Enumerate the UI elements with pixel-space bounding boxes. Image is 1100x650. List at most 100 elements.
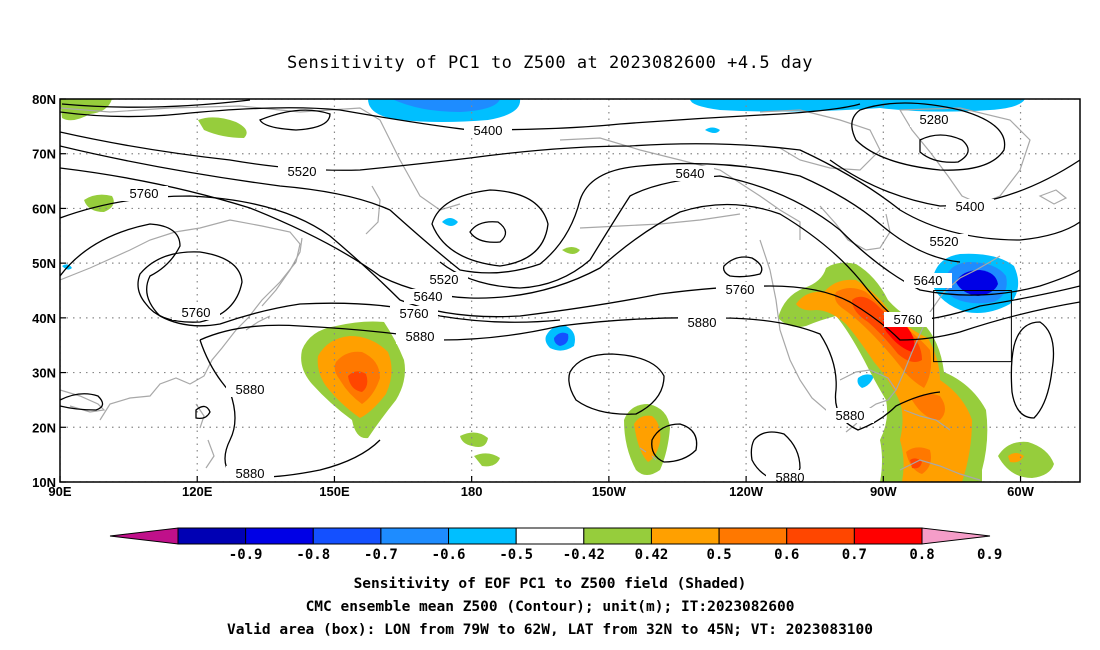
- colorbar-label: 0.8: [909, 547, 934, 563]
- coast-aleutians: [579, 213, 741, 229]
- contour-label: 5520: [930, 234, 959, 249]
- shade-positive-satl: [998, 441, 1054, 478]
- contour-5280-low: [851, 102, 1006, 171]
- colorbar-label: 0.42: [635, 547, 669, 563]
- figure-title: Sensitivity of PC1 to Z500 at 2023082600…: [287, 53, 813, 73]
- caption-line-1: Sensitivity of EOF PC1 to Z500 field (Sh…: [354, 576, 747, 592]
- coast-iceland: [1038, 189, 1068, 205]
- coast-na-west: [759, 239, 841, 419]
- contour-5280-inner: [919, 134, 969, 163]
- shade-negative-atlantic-core: [956, 270, 998, 296]
- coast-caribbean: [903, 409, 951, 431]
- colorbar-label: 0.5: [706, 547, 731, 563]
- contour-5880-d: [651, 423, 698, 463]
- y-tick-label: 30N: [32, 366, 56, 381]
- coast-japan: [245, 237, 303, 331]
- contour-5520-low: [431, 189, 549, 267]
- colorbar-label: -0.6: [432, 547, 466, 563]
- contour-label: 5880: [688, 315, 717, 330]
- shade-positive-carib-1: [912, 393, 945, 420]
- coast-alaska: [559, 137, 801, 240]
- contour-5760-a: [60, 195, 1080, 341]
- contour-5400-east: [829, 159, 1080, 207]
- contour-label: 5640: [676, 166, 705, 181]
- contour-label: 5760: [182, 305, 211, 320]
- caption-line-2: CMC ensemble mean Z500 (Contour); unit(m…: [306, 599, 795, 615]
- contour-5520-a: [60, 131, 1080, 241]
- y-tick-label: 40N: [32, 311, 56, 326]
- contour-label: 5760: [726, 282, 755, 297]
- shade-negative-pacific-1: [442, 218, 458, 226]
- contour-label: 5520: [430, 272, 459, 287]
- sensitivity-shading: [60, 99, 1054, 482]
- contour-label: 5640: [414, 289, 443, 304]
- map-frame: [59, 98, 1081, 483]
- colorbar-label: -0.42: [563, 547, 605, 563]
- colorbar-label: 0.6: [774, 547, 799, 563]
- coast-philippines: [195, 403, 215, 469]
- colorbar-swatch: [245, 527, 314, 545]
- contour-label: 5760: [400, 306, 429, 321]
- x-tick-label: 120W: [729, 484, 764, 499]
- contour-5640-a: [439, 175, 1080, 296]
- y-tick-label: 20N: [32, 420, 56, 435]
- colorbar-swatch: [312, 527, 382, 545]
- shade-negative-arctic-3: [705, 127, 720, 133]
- contour-label: 5760: [894, 312, 923, 327]
- x-tick-label: 90E: [48, 484, 71, 499]
- colorbar-max-triangle: [921, 527, 991, 545]
- colorbar-swatch: [448, 527, 517, 545]
- contour-label: 5520: [288, 164, 317, 179]
- contour-5880-h: [195, 405, 211, 420]
- contour-label: 5880: [236, 382, 265, 397]
- z500-contours: [60, 99, 1080, 482]
- colorbar-swatch: [650, 527, 720, 545]
- shade-positive-satl-core: [1008, 453, 1024, 463]
- shade-negative-arctic-1-core: [392, 99, 500, 112]
- y-tick-label: 70N: [32, 147, 56, 162]
- y-tick-label: 10N: [32, 475, 56, 490]
- colorbar-swatch: [515, 527, 585, 545]
- y-tick-label: 80N: [32, 92, 56, 107]
- contour-5760-b: [60, 223, 561, 327]
- x-tick-label: 90W: [870, 484, 897, 499]
- colorbar-swatch: [177, 527, 247, 545]
- contour-label: 5880: [776, 470, 805, 485]
- contour-label: 5400: [474, 123, 503, 138]
- y-tick-label: 50N: [32, 256, 56, 271]
- colorbar-label: -0.5: [499, 547, 533, 563]
- y-tick-label: 60N: [32, 201, 56, 216]
- contour-label: 5640: [914, 273, 943, 288]
- coast-kamchatka: [365, 185, 381, 235]
- colorbar: -0.9 -0.8 -0.7 -0.6 -0.5 -0.42 0.42 0.5 0.6 0.7 0.…: [109, 527, 1002, 563]
- caption-line-3: Valid area (box): LON from 79W to 62W, L…: [227, 622, 873, 638]
- coast-hawaii: [639, 447, 657, 461]
- contour-5880-c: [568, 353, 665, 415]
- contour-label: 5880: [836, 408, 865, 423]
- coast-na-east: [895, 255, 1001, 391]
- colorbar-label: -0.9: [229, 547, 263, 563]
- colorbar-label: -0.8: [296, 547, 330, 563]
- x-tick-label: 180: [461, 484, 483, 499]
- shade-positive-pacific-3: [474, 453, 500, 467]
- colorbar-swatch: [718, 527, 788, 545]
- contour-label: 5880: [236, 466, 265, 481]
- contour-5400-west: [61, 99, 331, 131]
- contour-5760-hi: [137, 251, 243, 323]
- x-tick-label: 120E: [182, 484, 213, 499]
- contour-5880-f: [1010, 321, 1055, 419]
- colorbar-swatch: [380, 527, 450, 545]
- contour-5520-b: [60, 145, 961, 274]
- shade-positive-pacific-2: [460, 432, 488, 447]
- contour-label: 5760: [130, 186, 159, 201]
- x-tick-label: 150W: [592, 484, 627, 499]
- contour-5880-g: [60, 393, 104, 411]
- contour-labels: 5400 5520 5280 5640 5760 5400 5520 5760 …: [120, 112, 994, 485]
- contour-5760-ne: [722, 256, 763, 278]
- map-panel: 5400 5520 5280 5640 5760 5400 5520 5760 …: [32, 92, 1081, 499]
- shade-negative-gulf: [857, 374, 874, 388]
- valid-area-box: [933, 290, 1012, 363]
- contour-label: 5880: [406, 329, 435, 344]
- shade-positive-nw-2: [198, 117, 247, 138]
